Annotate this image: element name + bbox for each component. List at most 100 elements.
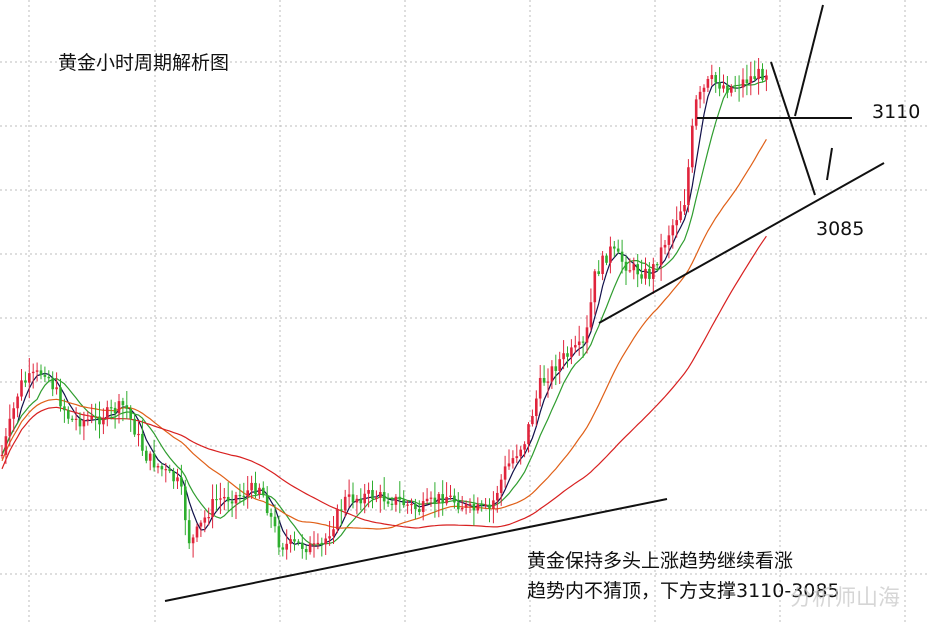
candle (199, 520, 203, 537)
upper-support-trendline (598, 162, 885, 324)
candle (468, 498, 472, 514)
candle (328, 520, 331, 546)
candle (464, 500, 468, 515)
candle (343, 489, 347, 518)
candle (223, 487, 226, 511)
candle (55, 372, 58, 395)
candle (133, 413, 136, 437)
candle (230, 490, 234, 518)
candle (234, 491, 238, 520)
candle (172, 467, 175, 489)
candle (745, 64, 749, 96)
ma-60-line (1, 235, 767, 529)
candle (492, 491, 495, 524)
candle (363, 483, 366, 514)
ma-5-line (1, 75, 767, 547)
candle (121, 397, 125, 422)
candle (195, 523, 199, 543)
candle (145, 446, 148, 464)
candle (585, 315, 589, 354)
candle (765, 69, 768, 92)
candle (184, 479, 187, 536)
candle (535, 390, 538, 426)
candle (488, 498, 491, 523)
candle (418, 500, 421, 516)
candle (379, 484, 382, 513)
candle (98, 401, 101, 439)
candle (254, 471, 257, 499)
candle (293, 531, 296, 551)
candle (636, 253, 639, 288)
candle (367, 482, 370, 508)
candle (671, 219, 675, 249)
candle (472, 494, 476, 526)
candle (527, 422, 530, 453)
candle (601, 251, 604, 281)
candle (277, 515, 281, 555)
candle (542, 365, 546, 386)
commentary-line-1: 黄金保持多头上涨趋势继续看涨 (527, 550, 794, 572)
candle (82, 411, 86, 441)
candle (250, 475, 253, 499)
candle (507, 449, 511, 470)
candle (355, 494, 359, 515)
candle (581, 336, 585, 358)
candle (659, 233, 663, 281)
candle (24, 371, 27, 388)
candle (59, 378, 62, 412)
candle (574, 335, 577, 353)
ma-10-line (1, 79, 767, 546)
candle (441, 480, 444, 516)
candle (156, 463, 160, 474)
candle (558, 351, 561, 385)
candle (8, 404, 12, 447)
candle (457, 492, 460, 514)
candle (609, 236, 612, 274)
candle (496, 485, 499, 513)
candle (312, 531, 316, 558)
candle (215, 484, 218, 512)
candle (28, 357, 31, 399)
candle (332, 516, 335, 544)
candle (644, 257, 647, 285)
candle (566, 346, 569, 368)
level-label-3110: 3110 (872, 101, 921, 123)
candle (733, 75, 737, 93)
candle (63, 398, 66, 423)
candle (687, 159, 690, 213)
candle (285, 529, 288, 560)
candle (265, 486, 269, 516)
candle (437, 492, 441, 518)
candle (0, 445, 4, 459)
candle (730, 84, 733, 97)
candle (375, 490, 378, 503)
candle (273, 504, 277, 533)
candle (460, 495, 464, 512)
candle (679, 201, 682, 223)
trend-annotations (164, 4, 885, 602)
candle (691, 118, 694, 173)
candle (394, 494, 398, 512)
candle (663, 239, 667, 255)
candle (246, 476, 249, 509)
candle (308, 536, 312, 555)
candle (297, 539, 300, 546)
candle (125, 391, 129, 420)
level-label-3085: 3085 (816, 218, 865, 240)
candle (702, 84, 706, 104)
candle (538, 364, 542, 407)
candle (648, 262, 651, 287)
candle (722, 74, 725, 93)
candle (652, 257, 655, 294)
candle (258, 483, 261, 499)
candle (757, 57, 760, 95)
candle (737, 75, 741, 102)
candle (316, 533, 320, 550)
candle (324, 533, 327, 556)
candle (593, 269, 597, 315)
candle (47, 370, 51, 383)
candle (320, 537, 324, 557)
candle (12, 402, 15, 432)
candle (503, 455, 507, 488)
